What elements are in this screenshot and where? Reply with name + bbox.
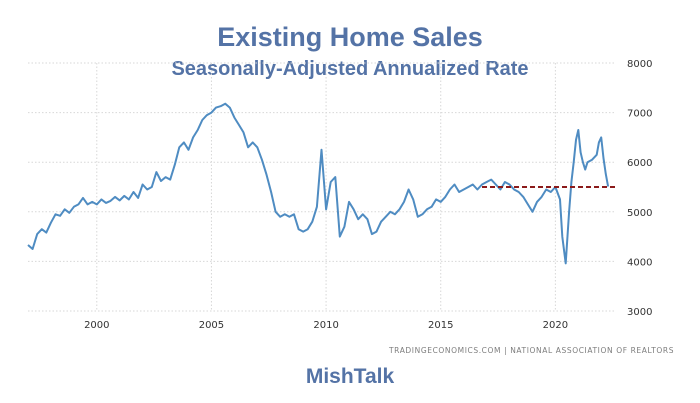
y-tick-label: 4000 xyxy=(627,257,652,268)
y-tick-label: 5000 xyxy=(627,208,652,219)
y-tick-label: 3000 xyxy=(627,307,652,318)
x-tick-label: 2000 xyxy=(84,320,109,331)
brand-label: MishTalk xyxy=(305,365,395,388)
source-note: TRADINGECONOMICS.COM | NATIONAL ASSOCIAT… xyxy=(389,346,675,355)
x-tick-label: 2005 xyxy=(199,320,224,331)
x-tick-label: 2010 xyxy=(313,320,338,331)
x-tick-label: 2015 xyxy=(428,320,453,331)
x-tick-label: 2020 xyxy=(543,320,568,331)
chart-title: Existing Home Sales xyxy=(217,22,483,52)
series-line xyxy=(27,102,610,265)
y-tick-label: 6000 xyxy=(627,158,652,169)
y-tick-label: 7000 xyxy=(627,109,652,120)
y-tick-label: 8000 xyxy=(627,59,652,70)
chart-subtitle: Seasonally-Adjusted Annualized Rate xyxy=(171,58,529,80)
